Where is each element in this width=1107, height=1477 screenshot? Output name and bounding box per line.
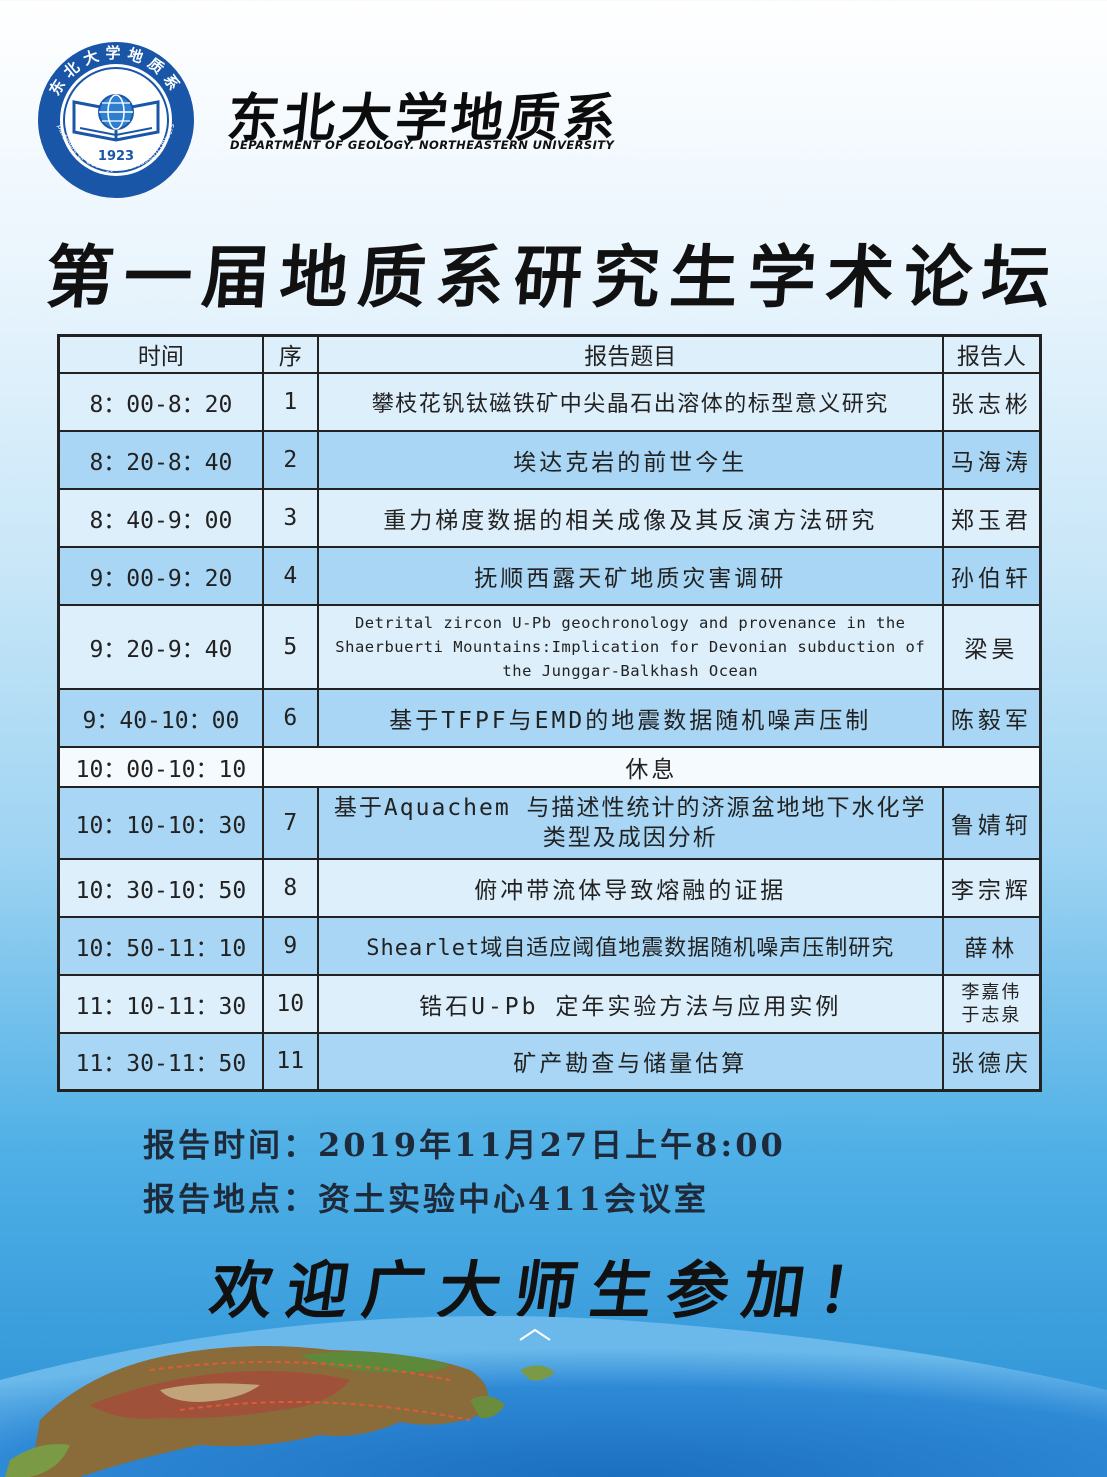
table-row: 10：50-11：10 9 Shearlet域自适应阈值地震数据随机噪声压制研究… <box>57 915 1042 976</box>
cell-time: 10：10-10：30 <box>57 785 264 860</box>
report-place-value: 资土实验中心411会议室 <box>318 1180 709 1218</box>
table-row: 8：00-8：20 1 攀枝花钒钛磁铁矿中尖晶石出溶体的标型意义研究 张志彬 <box>57 371 1042 432</box>
cell-topic: 锆石U-Pb 定年实验方法与应用实例 <box>316 973 944 1034</box>
cell-time: 11：30-11：50 <box>57 1031 264 1092</box>
speaker-name: 于志泉 <box>961 1004 1022 1026</box>
university-logo: 1923 东北大学地质系 Department of Geology.North… <box>36 40 194 198</box>
cell-topic: 攀枝花钒钛磁铁矿中尖晶石出溶体的标型意义研究 <box>316 371 944 432</box>
cell-topic: 重力梯度数据的相关成像及其反演方法研究 <box>316 487 944 548</box>
cell-number: 9 <box>261 915 319 976</box>
table-row: 8：40-9：00 3 重力梯度数据的相关成像及其反演方法研究 郑玉君 <box>57 487 1042 548</box>
table-row: 9：40-10：00 6 基于TFPF与EMD的地震数据随机噪声压制 陈毅军 <box>57 687 1042 748</box>
header-time: 时间 <box>57 334 264 374</box>
cell-time: 10：00-10：10 <box>57 745 264 788</box>
cell-number: 4 <box>261 545 319 606</box>
header-speaker: 报告人 <box>941 334 1042 374</box>
cell-number: 8 <box>261 857 319 918</box>
cell-speaker: 张志彬 <box>941 371 1042 432</box>
cell-topic: 基于TFPF与EMD的地震数据随机噪声压制 <box>316 687 944 748</box>
university-name-en: DEPARTMENT OF GEOLOGY. NORTHEASTERN UNIV… <box>230 138 615 152</box>
cell-number: 6 <box>261 687 319 748</box>
cell-speaker: 张德庆 <box>941 1031 1042 1092</box>
cell-topic: 矿产勘查与储量估算 <box>316 1031 944 1092</box>
cell-number: 2 <box>261 429 319 490</box>
table-header-row: 时间 序 报告题目 报告人 <box>57 334 1042 374</box>
cell-topic: 抚顺西露天矿地质灾害调研 <box>316 545 944 606</box>
table-row: 8：20-8：40 2 埃达克岩的前世今生 马海涛 <box>57 429 1042 490</box>
table-row: 9：00-9：20 4 抚顺西露天矿地质灾害调研 孙伯轩 <box>57 545 1042 606</box>
cell-time: 8：40-9：00 <box>57 487 264 548</box>
page-title: 第一届地质系研究生学术论坛 <box>43 238 1063 318</box>
cell-speaker: 薛林 <box>941 915 1042 976</box>
report-place-label: 报告地点： <box>143 1180 319 1218</box>
report-place: 报告地点：资土实验中心411会议室 <box>143 1174 709 1220</box>
cell-speaker: 鲁婧轲 <box>941 785 1042 860</box>
report-time-label: 报告时间： <box>143 1126 319 1164</box>
cell-number: 11 <box>261 1031 319 1092</box>
table-row: 11：10-11：30 10 锆石U-Pb 定年实验方法与应用实例 李嘉伟 于志… <box>57 973 1042 1034</box>
cell-number: 1 <box>261 371 319 432</box>
cell-number: 7 <box>261 785 319 860</box>
cell-topic: Shearlet域自适应阈值地震数据随机噪声压制研究 <box>316 915 944 976</box>
cell-topic: 俯冲带流体导致熔融的证据 <box>316 857 944 918</box>
cell-speaker: 李宗辉 <box>941 857 1042 918</box>
cell-time: 8：20-8：40 <box>57 429 264 490</box>
table-row: 11：30-11：50 11 矿产勘查与储量估算 张德庆 <box>57 1031 1042 1092</box>
header-topic: 报告题目 <box>316 334 944 374</box>
logo-year: 1923 <box>98 149 134 164</box>
cell-time: 10：30-10：50 <box>57 857 264 918</box>
table-row-break: 10：00-10：10 休息 <box>57 745 1042 788</box>
report-time: 报告时间：2019年11月27日上午8:00 <box>143 1120 786 1166</box>
table-row: 10：30-10：50 8 俯冲带流体导致熔融的证据 李宗辉 <box>57 857 1042 918</box>
cell-number: 10 <box>261 973 319 1034</box>
cell-time: 8：00-8：20 <box>57 371 264 432</box>
cell-time: 9：40-10：00 <box>57 687 264 748</box>
cell-speaker: 陈毅军 <box>941 687 1042 748</box>
cell-time: 9：00-9：20 <box>57 545 264 606</box>
header-number: 序 <box>261 334 319 374</box>
cell-topic: Detrital zircon U-Pb geochronology and p… <box>316 603 944 690</box>
schedule-table: 时间 序 报告题目 报告人 8：00-8：20 1 攀枝花钒钛磁铁矿中尖晶石出溶… <box>57 334 1042 1092</box>
cell-break: 休息 <box>261 745 1042 788</box>
table-row: 9：20-9：40 5 Detrital zircon U-Pb geochro… <box>57 603 1042 690</box>
cell-number: 3 <box>261 487 319 548</box>
table-row: 10：10-10：30 7 基于Aquachem 与描述性统计的济源盆地地下水化… <box>57 785 1042 860</box>
cell-time: 10：50-11：10 <box>57 915 264 976</box>
earth-globe-image <box>0 1316 1107 1477</box>
cell-number: 5 <box>261 603 319 690</box>
cell-time: 11：10-11：30 <box>57 973 264 1034</box>
cell-time: 9：20-9：40 <box>57 603 264 690</box>
cell-speaker: 孙伯轩 <box>941 545 1042 606</box>
speaker-name: 李嘉伟 <box>961 981 1022 1003</box>
cell-speaker: 郑玉君 <box>941 487 1042 548</box>
cell-speaker: 马海涛 <box>941 429 1042 490</box>
cell-topic: 基于Aquachem 与描述性统计的济源盆地地下水化学类型及成因分析 <box>316 785 944 860</box>
cell-speaker: 梁昊 <box>941 603 1042 690</box>
report-time-value: 2019年11月27日上午8:00 <box>318 1126 786 1164</box>
cell-speaker: 李嘉伟 于志泉 <box>941 973 1042 1034</box>
cell-topic: 埃达克岩的前世今生 <box>316 429 944 490</box>
